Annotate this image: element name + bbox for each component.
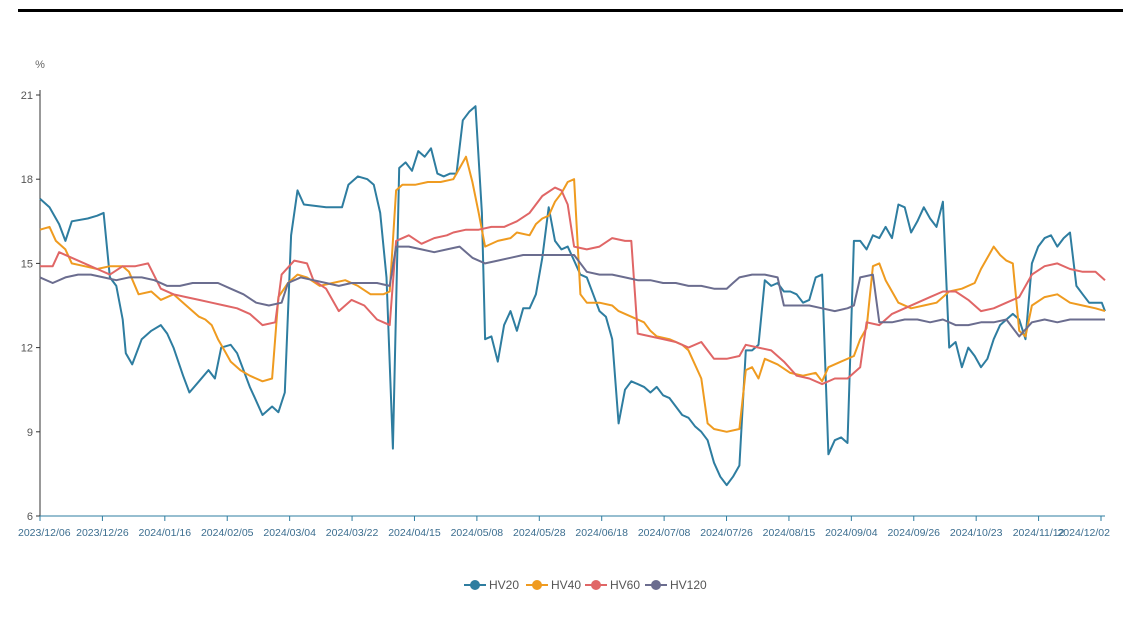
y-tick-label: 18 <box>21 174 33 186</box>
x-tick-label: 2024/04/15 <box>388 527 441 539</box>
x-tick-label: 2024/10/23 <box>950 527 1003 539</box>
legend-marker <box>651 580 661 590</box>
legend[interactable]: HV20 HV40 HV60 HV120 <box>464 578 707 592</box>
x-tick-label: 2024/07/08 <box>638 527 691 539</box>
x-tick-label: 2024/05/08 <box>451 527 504 539</box>
legend-item-hv20[interactable]: HV20 <box>464 578 519 592</box>
legend-label: HV40 <box>551 578 581 592</box>
series-line-hv120 <box>39 245 1105 338</box>
y-tick-label: 12 <box>21 343 33 355</box>
x-tick-label: 2024/03/22 <box>326 527 379 539</box>
y-tick-label: 15 <box>21 258 33 270</box>
y-axis-unit-label: % <box>35 59 45 71</box>
legend-item-hv60[interactable]: HV60 <box>585 578 640 592</box>
legend-marker <box>470 580 480 590</box>
x-tick-label: 2024/07/26 <box>700 527 753 539</box>
x-tick-label: 2024/03/04 <box>263 527 316 539</box>
x-tick-label: 2024/01/16 <box>139 527 192 539</box>
x-tick-label: 2024/09/04 <box>825 527 878 539</box>
x-tick-label: 2024/05/28 <box>513 527 566 539</box>
series-line-hv40 <box>39 155 1106 433</box>
legend-label: HV60 <box>610 578 640 592</box>
legend-label: HV20 <box>489 578 519 592</box>
x-tick-label: 2023/12/26 <box>76 527 129 539</box>
legend-item-hv40[interactable]: HV40 <box>526 578 581 592</box>
legend-marker <box>532 580 542 590</box>
series-line-hv60 <box>40 186 1106 386</box>
x-tick-label: 2024/08/15 <box>763 527 816 539</box>
y-tick-label: 9 <box>27 427 33 439</box>
x-tick-label: 2024/09/26 <box>887 527 940 539</box>
legend-label: HV120 <box>670 578 707 592</box>
legend-marker <box>591 580 601 590</box>
y-tick-label: 6 <box>27 511 33 523</box>
axes: 6 9 12 15 18 21 2023/12/06 2023/12/26 2024/01/16… <box>18 90 1110 539</box>
x-tick-label: 2024/11/12 <box>1013 527 1065 539</box>
series-layer <box>39 105 1106 487</box>
top-rule <box>18 9 1123 12</box>
legend-item-hv120[interactable]: HV120 <box>645 578 707 592</box>
y-tick-label: 21 <box>21 90 33 102</box>
x-tick-label: 2024/06/18 <box>575 527 628 539</box>
x-tick-label: 2024/12/02 <box>1057 527 1110 539</box>
x-tick-label: 2023/12/06 <box>18 527 71 539</box>
x-tick-label: 2024/02/05 <box>201 527 254 539</box>
